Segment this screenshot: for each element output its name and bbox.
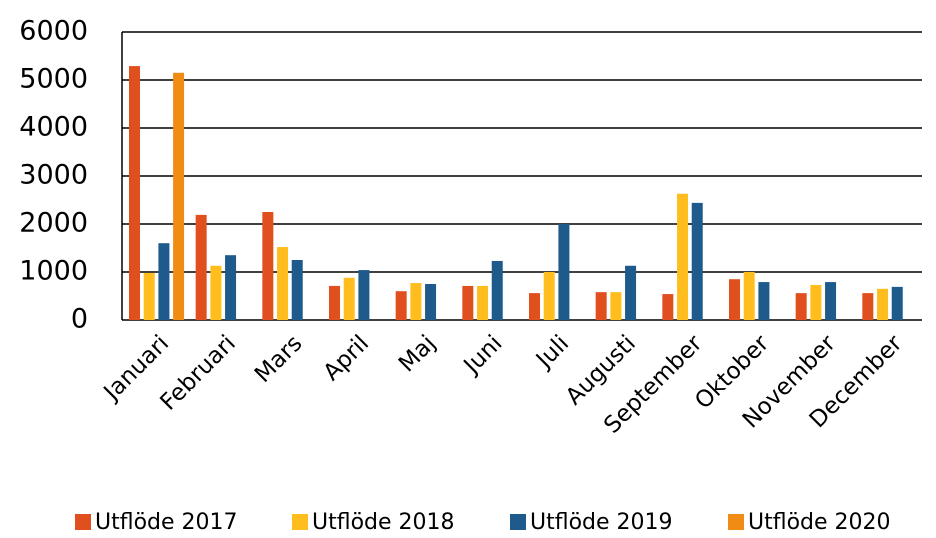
bar bbox=[677, 193, 689, 320]
bar bbox=[225, 255, 237, 320]
legend-label: Utflöde 2017 bbox=[95, 510, 238, 535]
bar bbox=[795, 293, 807, 320]
bar bbox=[143, 272, 155, 320]
bar bbox=[891, 286, 903, 320]
bar bbox=[291, 260, 303, 320]
bar bbox=[729, 279, 740, 320]
bar bbox=[462, 285, 474, 320]
legend-swatch bbox=[75, 514, 91, 530]
bar bbox=[329, 285, 340, 320]
legend-swatch bbox=[292, 514, 308, 530]
bar bbox=[262, 212, 274, 320]
y-tick-label: 3000 bbox=[19, 160, 88, 191]
y-tick-label: 1000 bbox=[19, 256, 88, 287]
legend-swatch bbox=[510, 514, 526, 530]
bar bbox=[529, 293, 540, 320]
legend-label: Utflöde 2020 bbox=[748, 510, 891, 535]
bar bbox=[491, 260, 503, 320]
bar bbox=[195, 214, 207, 320]
y-tick-label: 0 bbox=[71, 304, 88, 335]
bar bbox=[173, 72, 185, 320]
bar bbox=[277, 247, 289, 320]
bar bbox=[210, 265, 222, 320]
bar bbox=[558, 224, 570, 320]
bar bbox=[862, 293, 874, 320]
bar bbox=[743, 272, 755, 320]
bar bbox=[543, 272, 555, 320]
bar bbox=[358, 270, 370, 320]
bar bbox=[662, 294, 674, 320]
legend-label: Utflöde 2018 bbox=[312, 510, 455, 535]
bar bbox=[877, 288, 889, 320]
y-tick-label: 5000 bbox=[19, 64, 88, 95]
legend-label: Utflöde 2019 bbox=[530, 510, 673, 535]
x-tick-label: April bbox=[319, 330, 375, 386]
bar bbox=[395, 291, 407, 320]
y-tick-label: 4000 bbox=[19, 112, 88, 143]
bar bbox=[158, 243, 170, 320]
x-tick-label: Maj bbox=[394, 330, 441, 377]
bar bbox=[825, 282, 837, 320]
bar bbox=[595, 292, 607, 320]
bar bbox=[477, 285, 489, 320]
x-tick-label: Juni bbox=[458, 330, 508, 380]
bar bbox=[610, 292, 622, 320]
bar bbox=[758, 282, 770, 320]
y-tick-label: 6000 bbox=[19, 16, 88, 47]
bar bbox=[129, 66, 140, 320]
bar bbox=[425, 284, 437, 320]
bar bbox=[691, 202, 703, 320]
legend-swatch bbox=[728, 514, 744, 530]
y-tick-label: 2000 bbox=[19, 208, 88, 239]
x-tick-label: Mars bbox=[250, 330, 308, 388]
x-tick-label: Juli bbox=[530, 330, 574, 374]
bar bbox=[810, 284, 822, 320]
bar bbox=[410, 283, 422, 320]
bar bbox=[625, 265, 637, 320]
bar bbox=[343, 277, 355, 320]
